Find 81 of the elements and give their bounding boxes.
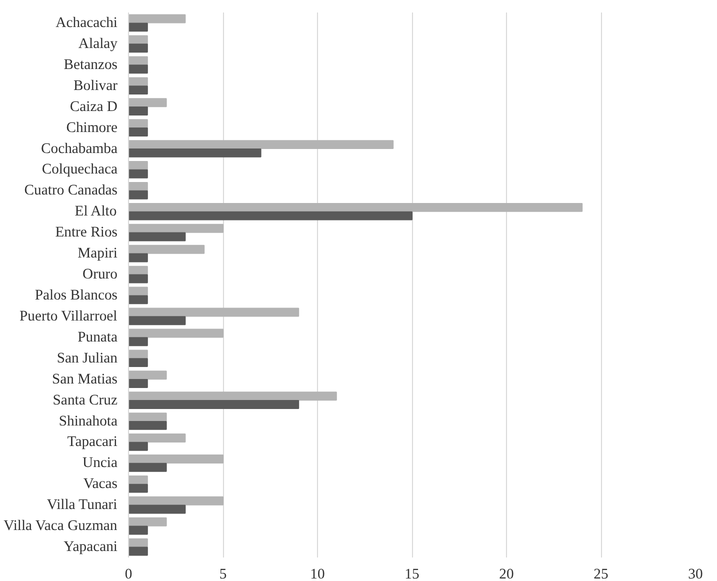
- bar: [128, 504, 186, 514]
- bar: [128, 161, 148, 170]
- bar: [128, 128, 148, 136]
- bar: [128, 337, 148, 346]
- bar: [128, 98, 167, 108]
- bar: [128, 190, 148, 200]
- bar: [128, 211, 412, 220]
- y-tick-label: Cochabamba: [40, 140, 118, 157]
- bar: [128, 77, 148, 86]
- bar: [128, 475, 148, 484]
- bar: [128, 420, 167, 430]
- y-tick-label: El Alto: [74, 204, 117, 220]
- y-tick-label: Palos Blancos: [34, 287, 118, 304]
- bar: [128, 462, 167, 472]
- y-tick-label: Mapiri: [78, 246, 118, 262]
- bar: [128, 434, 186, 442]
- bar: [128, 86, 148, 95]
- y-tick-label: Cuatro Canadas: [24, 182, 118, 199]
- bar: [128, 328, 224, 338]
- bar: [128, 517, 167, 526]
- x-tick-label: 5: [219, 566, 227, 581]
- bar: [128, 14, 186, 24]
- bar: [128, 22, 148, 32]
- x-tick-label: 0: [124, 566, 132, 581]
- x-tick-label: 20: [499, 566, 514, 581]
- bar: [128, 224, 224, 233]
- bar: [128, 454, 224, 464]
- y-tick-label: Chimore: [66, 120, 118, 136]
- bar: [128, 442, 148, 451]
- bar: [128, 484, 148, 493]
- bar: [128, 253, 148, 262]
- bar: [128, 350, 148, 359]
- bar: [128, 64, 148, 74]
- x-tick-label: 30: [688, 566, 703, 581]
- bar: [128, 308, 300, 317]
- bar: [128, 400, 300, 409]
- bar: [128, 546, 148, 556]
- bar: [128, 119, 148, 128]
- y-tick-label: San Julian: [56, 350, 118, 366]
- bar: [128, 526, 148, 535]
- bar: [128, 169, 148, 178]
- y-tick-label: Puerto Villarroel: [19, 308, 118, 324]
- bar: [128, 232, 186, 242]
- x-tick-label: 25: [594, 566, 608, 581]
- y-tick-label: Betanzos: [64, 56, 118, 73]
- bar: [128, 358, 148, 368]
- y-tick-label: Villa Vaca Guzman: [4, 518, 118, 534]
- bar: [128, 412, 167, 422]
- bar: [128, 140, 394, 150]
- y-tick-label: Achacachi: [56, 14, 118, 31]
- bar: [128, 148, 262, 158]
- bar: [128, 56, 148, 66]
- y-tick-label: Entre Rios: [55, 224, 118, 241]
- y-tick-label: Yapacani: [64, 539, 118, 556]
- bar: [128, 44, 148, 53]
- bar: [128, 370, 167, 380]
- x-tick-label: 15: [404, 566, 420, 581]
- y-tick-label: Shinahota: [58, 413, 118, 430]
- y-tick-label: Oruro: [82, 266, 118, 283]
- bar: [128, 392, 337, 401]
- bar: [128, 182, 148, 191]
- y-tick-label: Punata: [78, 329, 118, 346]
- bar: [128, 244, 205, 254]
- x-tick-label: 10: [310, 566, 325, 581]
- y-tick-label: Tapacari: [67, 434, 118, 450]
- bar: [128, 295, 148, 304]
- y-tick-label: Santa Cruz: [52, 392, 118, 408]
- bar: [128, 274, 148, 284]
- y-tick-label: Bolivar: [74, 78, 118, 94]
- bar: [128, 496, 224, 506]
- y-tick-label: Colquechaca: [42, 162, 118, 178]
- y-tick-label: Caiza D: [70, 98, 118, 115]
- y-tick-label: Vacas: [83, 476, 118, 492]
- y-tick-label: San Matias: [52, 371, 118, 388]
- y-tick-label: Villa Tunari: [46, 497, 118, 514]
- bar: [128, 202, 583, 212]
- bar: [128, 316, 186, 326]
- y-tick-label: Alalay: [78, 36, 118, 52]
- bar: [128, 106, 148, 116]
- y-tick-label: Uncia: [82, 455, 118, 472]
- bar: [128, 379, 148, 388]
